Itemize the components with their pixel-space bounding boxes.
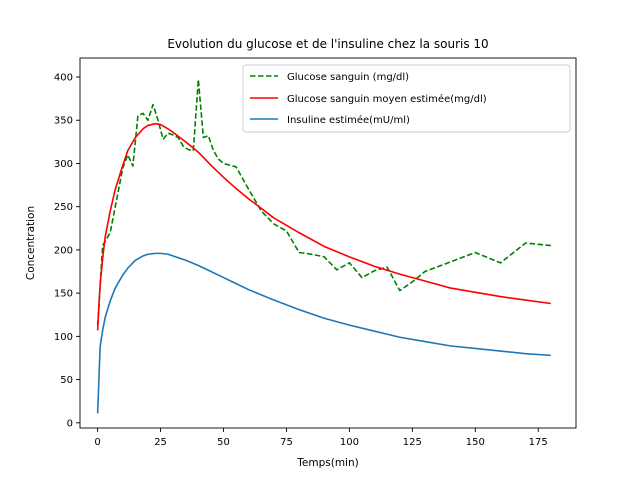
series-line-1 bbox=[96, 122, 551, 331]
x-axis-ticks: 0 25 50 75 100 125 150 175 bbox=[94, 428, 548, 448]
y-tick-label: 150 bbox=[54, 289, 73, 300]
y-axis-label: Concentration bbox=[25, 206, 37, 280]
y-tick-label: 200 bbox=[54, 245, 73, 256]
x-tick-label: 175 bbox=[529, 437, 548, 448]
series-line-0 bbox=[96, 78, 551, 326]
legend: Glucose sanguin (mg/dl) Glucose sanguin … bbox=[242, 64, 571, 133]
y-tick-label: 0 bbox=[67, 418, 73, 429]
y-axis-ticks: 0 50 100 150 200 250 300 350 400 bbox=[54, 73, 80, 429]
x-tick-label: 25 bbox=[154, 437, 167, 448]
series-line-2 bbox=[96, 252, 551, 414]
x-tick-label: 125 bbox=[403, 437, 422, 448]
legend-label-glucose-moyen: Glucose sanguin moyen estimée(mg/dl) bbox=[287, 93, 487, 105]
chart-title: Evolution du glucose et de l'insuline ch… bbox=[167, 37, 488, 51]
x-tick-label: 50 bbox=[217, 437, 230, 448]
legend-box bbox=[242, 64, 571, 133]
series-layer bbox=[96, 78, 551, 414]
x-axis-label: Temps(min) bbox=[296, 457, 358, 469]
y-tick-label: 100 bbox=[54, 332, 73, 343]
legend-label-glucose: Glucose sanguin (mg/dl) bbox=[287, 72, 409, 83]
x-tick-label: 100 bbox=[340, 437, 359, 448]
x-tick-label: 0 bbox=[94, 437, 100, 448]
y-tick-label: 250 bbox=[54, 202, 73, 213]
legend-label-insuline: Insuline estimée(mU/ml) bbox=[287, 114, 410, 126]
x-tick-label: 75 bbox=[280, 437, 293, 448]
y-tick-label: 50 bbox=[60, 375, 73, 386]
y-tick-label: 300 bbox=[54, 159, 73, 170]
y-tick-label: 400 bbox=[54, 73, 73, 84]
y-tick-label: 350 bbox=[54, 116, 73, 127]
x-tick-label: 150 bbox=[466, 437, 485, 448]
